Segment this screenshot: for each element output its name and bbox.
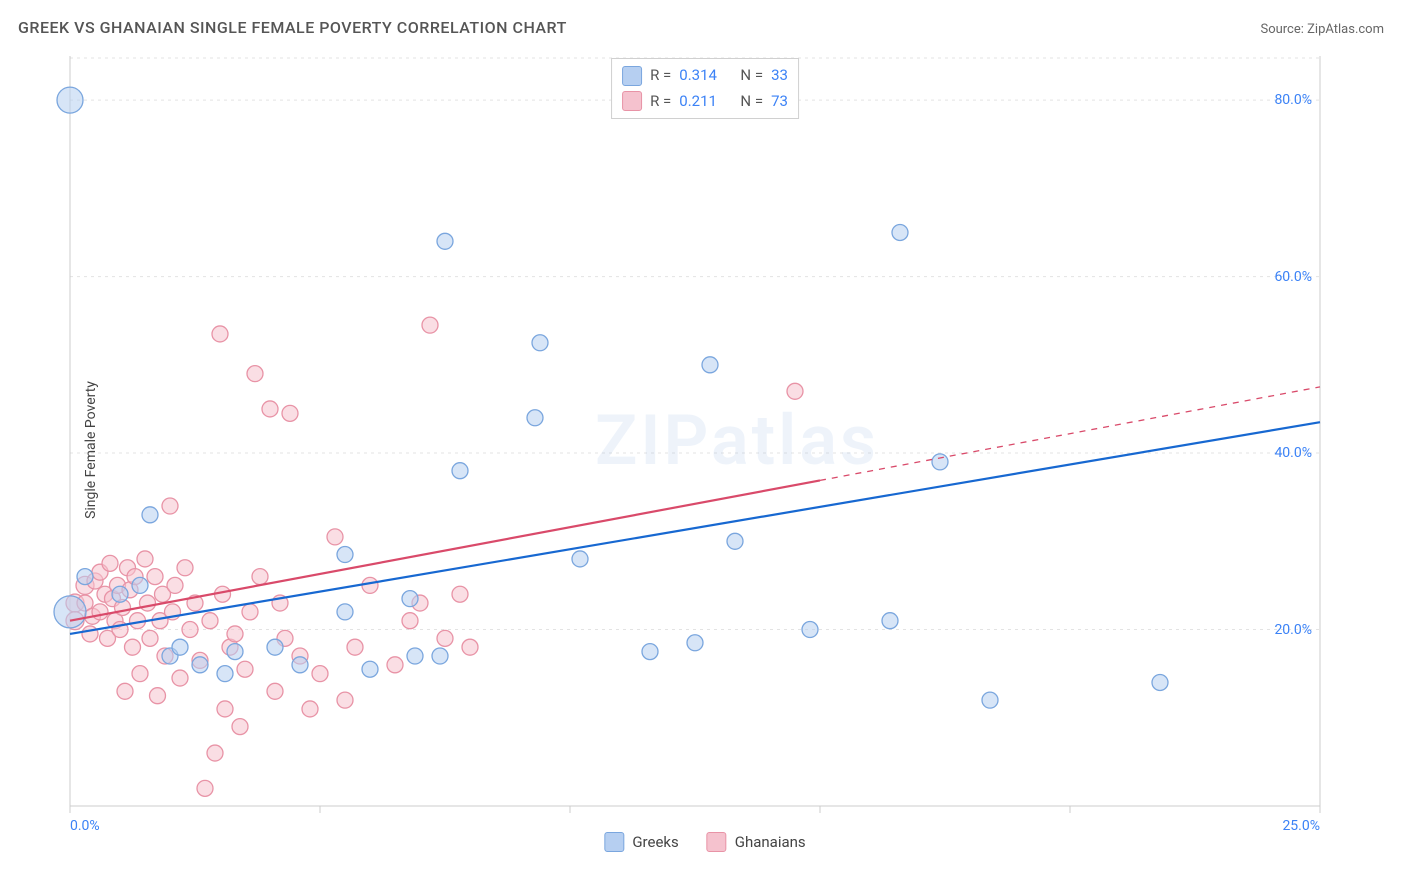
x-tick-label: 0.0%	[70, 818, 100, 834]
legend-r-value-greeks: 0.314	[679, 63, 717, 89]
chart-title: GREEK VS GHANAIAN SINGLE FEMALE POVERTY …	[18, 18, 567, 37]
legend-r-prefix: R =	[650, 63, 671, 89]
correlation-legend-row-ghanaians: R = 0.211 N = 73	[622, 89, 788, 115]
y-axis-label: Single Female Poverty	[83, 381, 99, 519]
correlation-scatter-chart	[30, 50, 1380, 850]
swatch-ghanaians	[707, 832, 727, 852]
x-tick-label: 25.0%	[1282, 818, 1320, 834]
legend-n-value-ghanaians: 73	[771, 89, 788, 115]
y-tick-label: 20.0%	[1274, 622, 1312, 638]
legend-n-value-greeks: 33	[771, 63, 788, 89]
series-legend: Greeks Ghanaians	[604, 832, 805, 852]
series-label-greeks: Greeks	[632, 833, 678, 851]
source-prefix: Source:	[1260, 22, 1307, 37]
swatch-ghanaians	[622, 91, 642, 111]
chart-container: Single Female Poverty R = 0.314 N = 33 R…	[30, 50, 1380, 850]
legend-n-prefix: N =	[740, 89, 763, 115]
series-label-ghanaians: Ghanaians	[735, 833, 806, 851]
correlation-legend-row-greeks: R = 0.314 N = 33	[622, 63, 788, 89]
y-tick-label: 80.0%	[1274, 92, 1312, 108]
correlation-legend: R = 0.314 N = 33 R = 0.211 N = 73	[611, 58, 799, 119]
legend-r-prefix: R =	[650, 89, 671, 115]
swatch-greeks	[604, 832, 624, 852]
y-tick-label: 60.0%	[1274, 269, 1312, 285]
series-legend-item-greeks: Greeks	[604, 832, 678, 852]
source-attribution: Source: ZipAtlas.com	[1260, 22, 1384, 37]
y-tick-label: 40.0%	[1274, 445, 1312, 461]
source-name: ZipAtlas.com	[1307, 22, 1384, 37]
legend-r-value-ghanaians: 0.211	[679, 89, 717, 115]
swatch-greeks	[622, 66, 642, 86]
series-legend-item-ghanaians: Ghanaians	[707, 832, 806, 852]
legend-n-prefix: N =	[740, 63, 763, 89]
